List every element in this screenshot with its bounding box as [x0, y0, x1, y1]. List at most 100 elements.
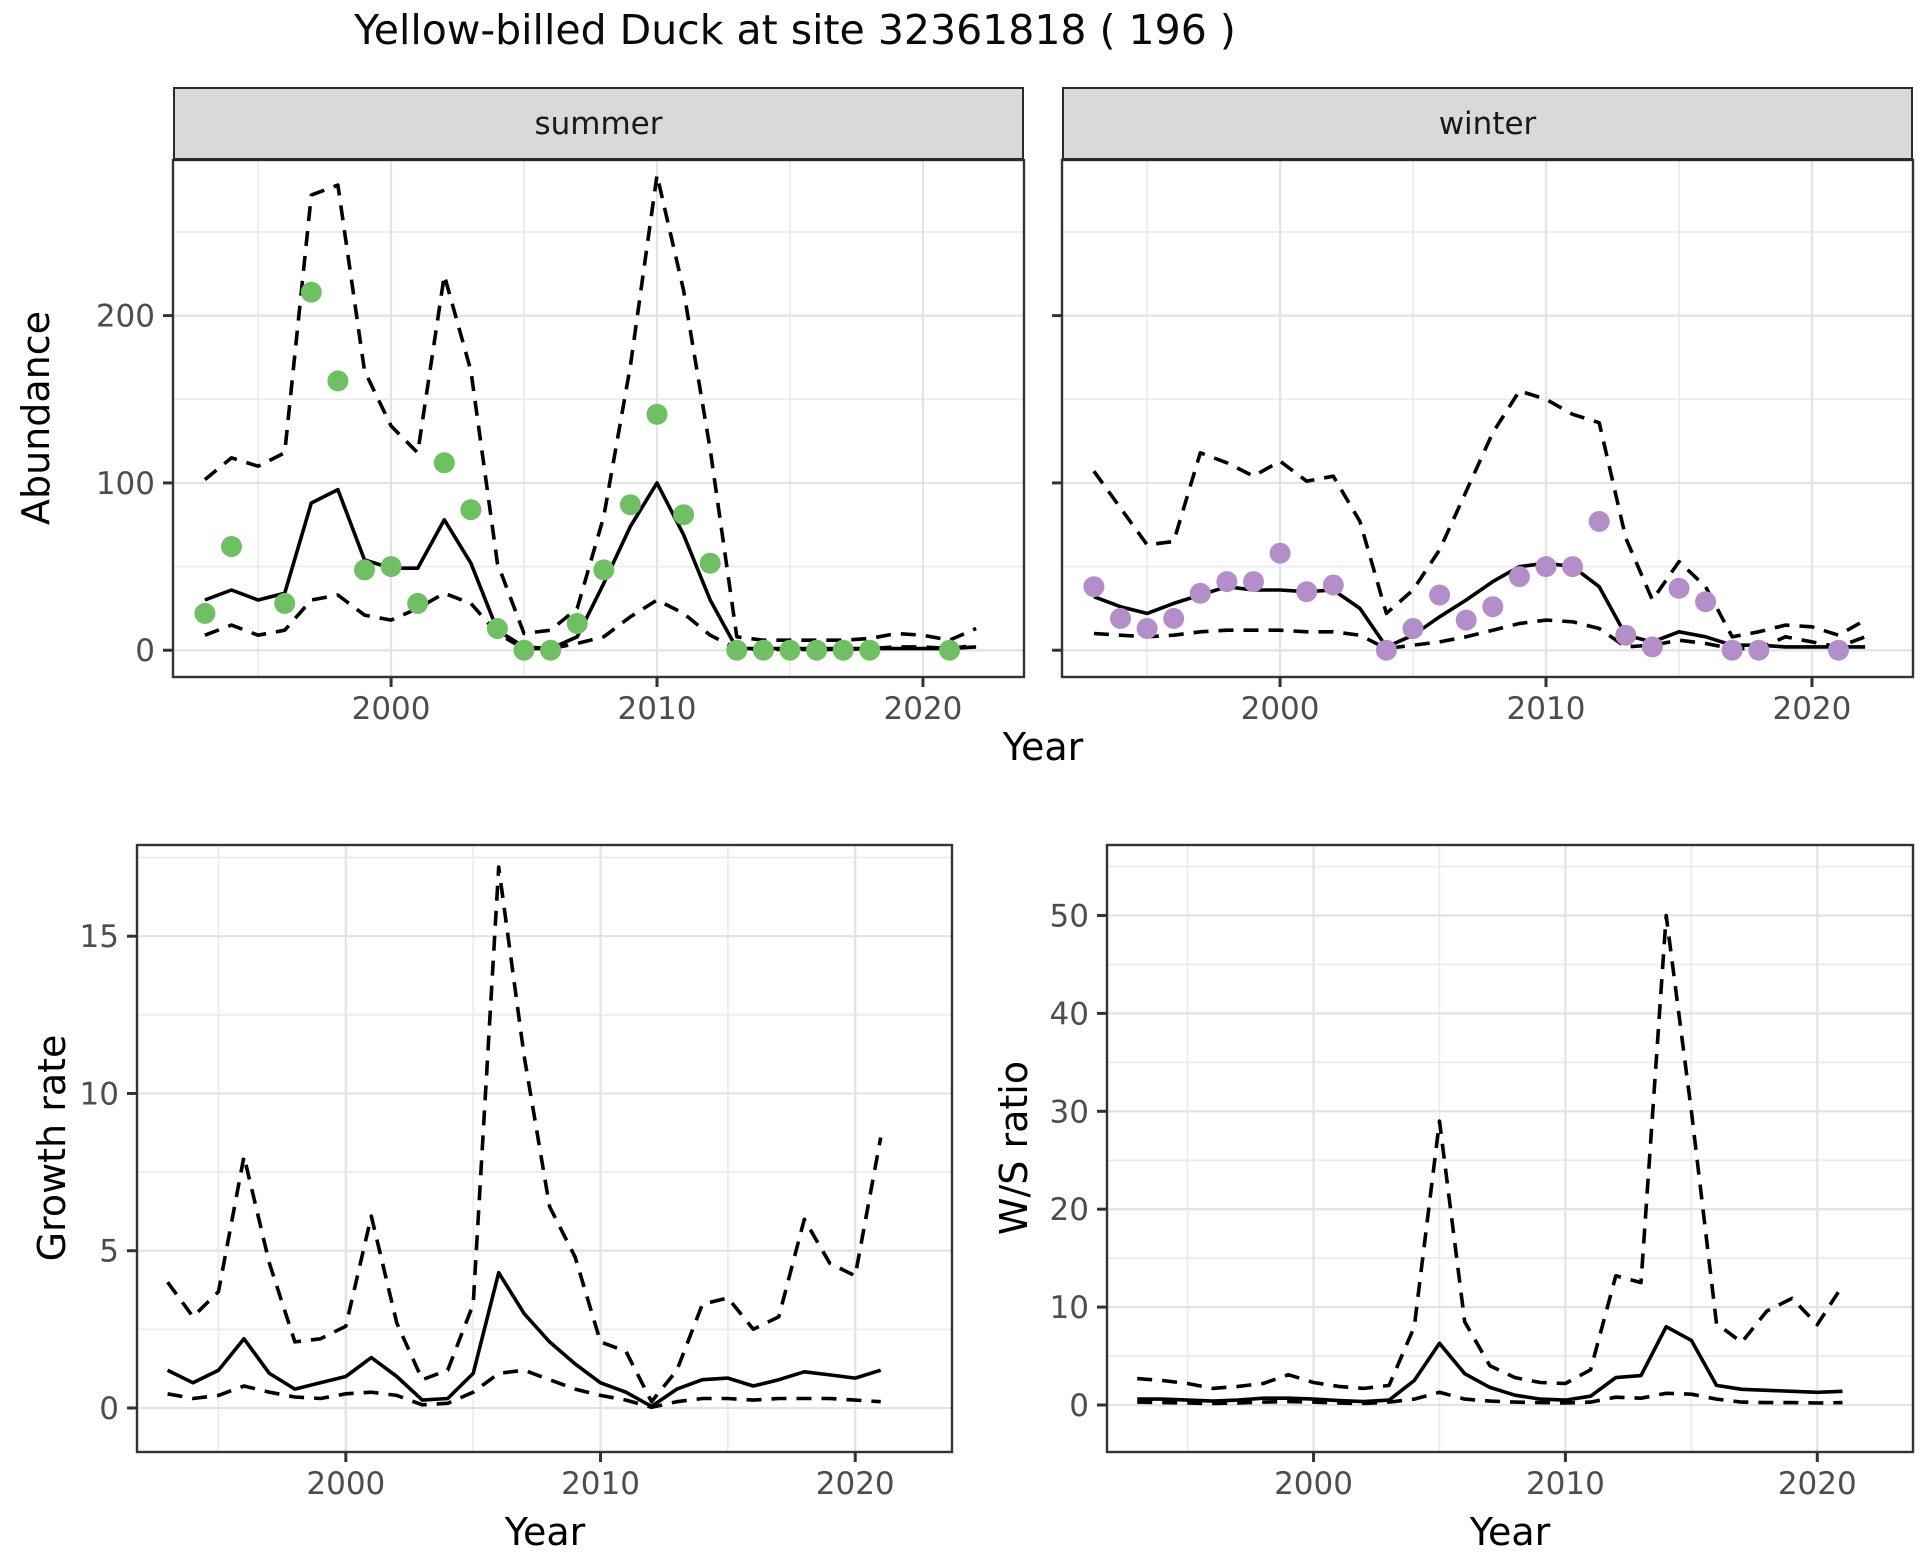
abundance-summer-observed-point — [274, 592, 296, 614]
abundance-winter-observed-point — [1748, 639, 1770, 661]
y-axis-title-growth-rate: Growth rate — [30, 1034, 74, 1262]
growth-rate-upper-ci-line — [166, 865, 883, 1404]
abundance-summer-observed-point — [194, 602, 216, 624]
abundance-summer-observed-point — [486, 618, 508, 639]
ws-ratio-panel-border — [1105, 843, 1915, 1454]
abundance-winter-observed-point — [1083, 576, 1105, 598]
y-tick-label: 15 — [80, 919, 119, 955]
y-tick-label: 0 — [1069, 1388, 1089, 1424]
abundance-winter-observed-point — [1189, 582, 1211, 604]
x-axis-title-year-growth: Year — [504, 1510, 586, 1554]
x-axis-title-year-top: Year — [1002, 725, 1084, 769]
abundance-winter-observed-point — [1322, 574, 1344, 596]
abundance-summer-observed-point — [540, 639, 562, 661]
abundance-winter-observed-point — [1588, 510, 1610, 532]
x-tick-label: 2000 — [352, 691, 431, 727]
abundance-winter-observed-point — [1216, 571, 1238, 593]
abundance-summer-lower-ci-line — [204, 591, 977, 652]
abundance-summer-panel — [173, 160, 1024, 677]
growth-rate-panel-border — [135, 843, 954, 1454]
abundance-winter-observed-point — [1721, 639, 1743, 661]
x-tick-label: 2000 — [1241, 691, 1320, 727]
abundance-winter-observed-point — [1641, 636, 1663, 658]
y-tick-label: 100 — [96, 466, 155, 502]
abundance-winter-observed-point — [1136, 618, 1158, 639]
abundance-summer-observed-point — [354, 559, 375, 581]
x-tick-label: 2010 — [561, 1466, 640, 1502]
abundance-summer-observed-point — [221, 536, 242, 557]
abundance-winter-observed-point — [1562, 556, 1584, 578]
abundance-summer-observed-point — [433, 452, 455, 474]
y-axis-title-ws-ratio: W/S ratio — [992, 1060, 1036, 1236]
growth-rate-fitted-mean-line — [166, 1270, 882, 1409]
ws-ratio-upper-ci-line — [1137, 913, 1845, 1391]
y-tick-label: 30 — [1050, 1094, 1089, 1130]
x-tick-label: 2020 — [1778, 1466, 1857, 1502]
abundance-winter-observed-point — [1535, 556, 1557, 578]
ws-ratio-fitted-mean-line — [1137, 1324, 1843, 1404]
abundance-summer-observed-point — [380, 556, 402, 578]
y-axis-title-abundance: Abundance — [14, 310, 58, 526]
y-tick-label: 0 — [135, 633, 155, 669]
abundance-winter-observed-point — [1243, 571, 1264, 593]
y-tick-label: 10 — [1050, 1290, 1089, 1326]
x-tick-label: 2020 — [816, 1466, 895, 1502]
abundance-winter-observed-point — [1375, 639, 1397, 661]
abundance-winter-observed-point — [1402, 618, 1424, 639]
y-tick-label: 40 — [1050, 996, 1089, 1032]
abundance-winter-observed-point — [1508, 566, 1530, 588]
abundance-summer-observed-point — [779, 639, 801, 661]
abundance-summer-observed-point — [593, 559, 615, 581]
ws-ratio-panel — [1107, 845, 1913, 1452]
abundance-winter-observed-point — [1695, 591, 1717, 613]
abundance-summer-observed-point — [699, 552, 721, 574]
facet-strip-summer: summer — [173, 87, 1024, 161]
ws-ratio-lower-ci-line — [1137, 1390, 1843, 1406]
y-tick-label: 5 — [99, 1234, 119, 1270]
x-axis-title-year-ws: Year — [1469, 1510, 1551, 1554]
abundance-winter-observed-point — [1668, 577, 1690, 599]
facet-label-winter: winter — [1438, 105, 1537, 142]
abundance-winter-observed-point — [1110, 607, 1131, 629]
abundance-winter-observed-point — [1455, 609, 1477, 631]
abundance-summer-observed-point — [646, 403, 668, 425]
figure-title: Yellow-billed Duck at site 32361818 ( 19… — [354, 6, 1236, 54]
y-tick-label: 10 — [80, 1076, 119, 1112]
abundance-summer-observed-point — [752, 639, 774, 661]
abundance-summer-observed-point — [513, 639, 535, 661]
abundance-winter-observed-point — [1269, 542, 1291, 564]
abundance-summer-observed-point — [859, 639, 881, 661]
abundance-summer-observed-point — [460, 499, 482, 521]
abundance-summer-observed-point — [806, 639, 828, 661]
abundance-summer-observed-point — [300, 281, 322, 303]
abundance-summer-observed-point — [673, 504, 695, 526]
abundance-summer-observed-point — [566, 613, 588, 634]
x-tick-label: 2010 — [1507, 691, 1586, 727]
x-tick-label: 2020 — [883, 691, 962, 727]
abundance-winter-observed-point — [1828, 639, 1849, 661]
abundance-summer-observed-point — [407, 592, 429, 614]
y-tick-label: 50 — [1050, 898, 1089, 934]
abundance-winter-observed-point — [1482, 596, 1504, 618]
y-tick-label: 0 — [99, 1391, 119, 1427]
x-tick-label: 2000 — [1274, 1466, 1353, 1502]
abundance-winter-observed-point — [1296, 581, 1318, 603]
abundance-summer-observed-point — [327, 370, 349, 392]
abundance-summer-observed-point — [619, 494, 641, 516]
growth-rate-panel — [137, 845, 952, 1452]
abundance-winter-observed-point — [1429, 584, 1451, 606]
facet-strip-winter: winter — [1062, 87, 1913, 161]
y-tick-label: 200 — [96, 299, 155, 335]
abundance-winter-upper-ci-line — [1092, 389, 1866, 639]
y-tick-label: 20 — [1050, 1192, 1089, 1228]
abundance-summer-observed-point — [832, 639, 854, 661]
x-tick-label: 2010 — [618, 691, 697, 727]
x-tick-label: 2000 — [306, 1466, 385, 1502]
x-tick-label: 2020 — [1772, 691, 1851, 727]
abundance-summer-observed-point — [726, 639, 748, 661]
x-tick-label: 2010 — [1526, 1466, 1605, 1502]
abundance-winter-observed-point — [1163, 607, 1185, 629]
facet-label-summer: summer — [534, 105, 663, 142]
